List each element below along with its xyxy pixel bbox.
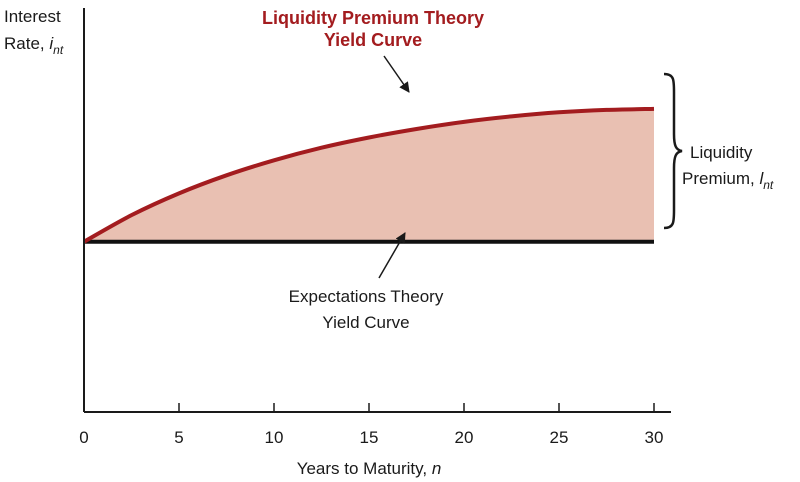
liquidity-premium-brace bbox=[663, 72, 683, 230]
premium-title-line2: Yield Curve bbox=[324, 30, 422, 50]
expectations-label-line2: Yield Curve bbox=[322, 313, 409, 332]
liquidity-premium-area bbox=[84, 108, 654, 242]
x-axis-ticks: 0 5 10 15 20 25 30 bbox=[79, 403, 663, 447]
y-axis-label-var: i bbox=[49, 34, 54, 53]
x-tick-label: 0 bbox=[79, 428, 88, 447]
liquidity-label-line2: Premium, lnt bbox=[682, 169, 774, 192]
premium-title-line1: Liquidity Premium Theory bbox=[262, 8, 484, 28]
y-axis-label-prefix: Rate, bbox=[4, 34, 49, 53]
x-tick-label: 30 bbox=[645, 428, 664, 447]
expectations-label-line1: Expectations Theory bbox=[289, 287, 444, 306]
x-tick-label: 5 bbox=[174, 428, 183, 447]
x-tick-label: 25 bbox=[550, 428, 569, 447]
x-tick-label: 10 bbox=[265, 428, 284, 447]
x-axis-label-text: Years to Maturity, bbox=[297, 459, 432, 478]
liquidity-label-var: l bbox=[759, 169, 764, 188]
x-tick-label: 15 bbox=[360, 428, 379, 447]
premium-title-arrow bbox=[383, 55, 410, 93]
x-tick-label: 20 bbox=[455, 428, 474, 447]
x-axis-label: Years to Maturity, n bbox=[297, 459, 442, 478]
liquidity-label-sub: nt bbox=[763, 178, 774, 192]
liquidity-label-prefix: Premium, bbox=[682, 169, 759, 188]
y-axis-label-line2: Rate, int bbox=[4, 34, 64, 57]
y-axis-label-sub: nt bbox=[53, 43, 64, 57]
expectations-arrow bbox=[378, 232, 406, 279]
x-axis-label-var: n bbox=[432, 459, 441, 478]
liquidity-premium-curve bbox=[83, 106, 655, 244]
liquidity-label-line1: Liquidity bbox=[690, 143, 753, 162]
y-axis-label-line1: Interest bbox=[4, 7, 61, 26]
